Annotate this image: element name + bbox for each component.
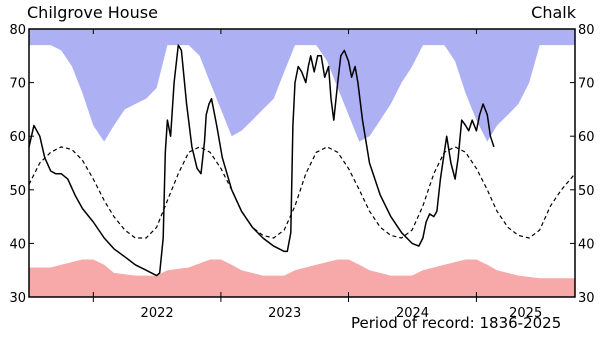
y-tick-label-left: 40 — [9, 237, 26, 252]
y-tick-label-right: 30 — [578, 291, 595, 306]
y-tick-label-left: 60 — [9, 130, 26, 145]
level-lines — [28, 44, 576, 277]
x-tick-label: 2025 — [509, 306, 542, 321]
long-term-average-line — [28, 146, 576, 239]
axis-ticks: 30 30 40 40 50 50 60 60 70 70 80 80 2022 2023 2024 2025 — [9, 23, 594, 321]
period-of-record: Period of record: 1836-2025 — [351, 314, 562, 332]
minimum-band — [29, 259, 575, 297]
y-tick-label-left: 30 — [9, 291, 26, 306]
observed-line — [28, 44, 495, 277]
y-tick-label-left: 50 — [9, 184, 26, 199]
y-tick-label-right: 50 — [578, 184, 595, 199]
plot-frame — [28, 28, 576, 298]
x-tick-label: 2024 — [396, 306, 429, 321]
x-tick-label: 2022 — [141, 306, 174, 321]
max-min-bands — [29, 29, 575, 297]
y-tick-label-right: 60 — [578, 130, 595, 145]
y-tick-label-right: 80 — [578, 23, 595, 38]
y-tick-label-left: 70 — [9, 77, 26, 92]
site-name: Chilgrove House — [27, 3, 158, 22]
x-tick-label: 2023 — [268, 306, 301, 321]
y-tick-label-right: 70 — [578, 77, 595, 92]
aquifer-type: Chalk — [531, 3, 576, 22]
y-tick-label-right: 40 — [578, 237, 595, 252]
y-tick-label-left: 80 — [9, 23, 26, 38]
maximum-band — [29, 29, 575, 142]
